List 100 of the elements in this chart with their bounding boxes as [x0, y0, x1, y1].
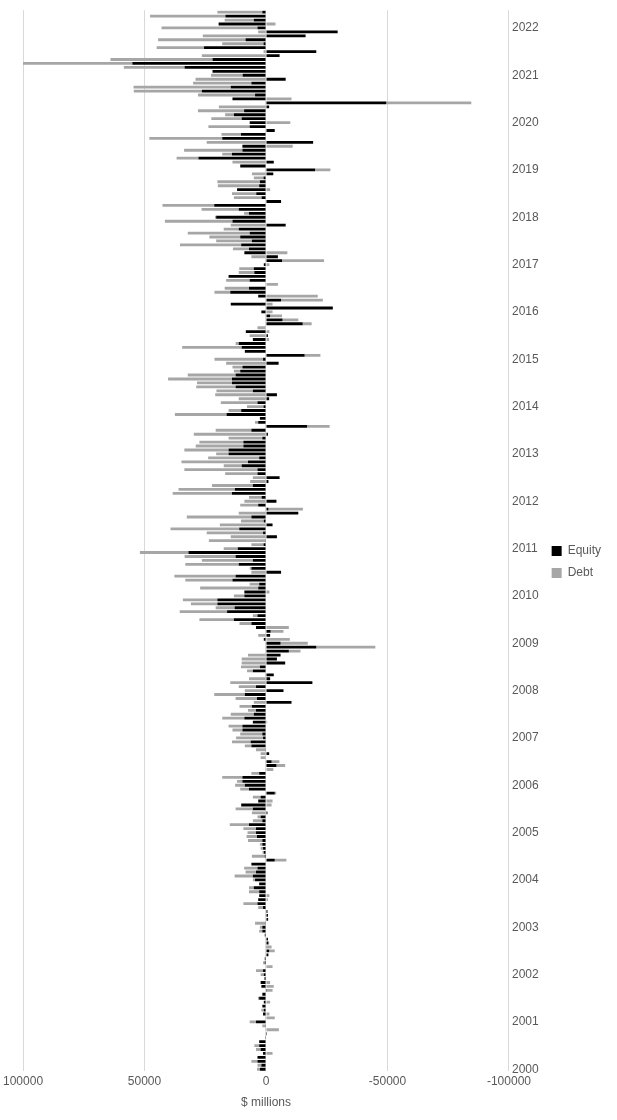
bar — [227, 610, 266, 614]
bar — [266, 393, 277, 397]
bar — [257, 1063, 262, 1067]
bar — [156, 46, 205, 50]
bar — [225, 14, 266, 18]
bar — [235, 385, 266, 389]
bar — [257, 902, 266, 905]
bar — [248, 495, 262, 499]
bar — [195, 77, 266, 81]
bar — [266, 424, 308, 428]
bar — [251, 255, 266, 259]
bar — [249, 125, 266, 128]
bar — [184, 148, 243, 152]
bar — [233, 618, 266, 622]
bar — [231, 491, 266, 495]
bar — [266, 322, 303, 326]
bar — [221, 133, 241, 136]
bar — [259, 996, 266, 1000]
bar — [266, 1000, 271, 1004]
x-tick-label: 0 — [262, 1073, 270, 1088]
bar — [239, 267, 254, 270]
bar — [262, 992, 266, 996]
y-tick-label: 2014 — [511, 398, 539, 413]
bar — [241, 464, 266, 468]
bar — [253, 886, 266, 890]
bar — [233, 113, 266, 117]
bar — [242, 775, 266, 779]
bar — [251, 771, 260, 775]
bar — [252, 819, 263, 823]
bar — [251, 862, 266, 866]
bar — [266, 223, 286, 227]
bar — [228, 275, 266, 278]
bar — [226, 413, 266, 416]
y-tick-label: 2008 — [511, 682, 539, 697]
bar — [266, 77, 286, 81]
y-tick-label: 2012 — [511, 493, 539, 508]
bar — [251, 854, 265, 858]
bar — [261, 1063, 266, 1067]
bar — [258, 633, 266, 637]
bar — [316, 645, 376, 649]
bar — [223, 547, 238, 551]
legend-label: Debt — [567, 565, 594, 580]
bar — [257, 326, 266, 330]
bar — [257, 472, 266, 476]
bar — [255, 420, 259, 424]
bar — [239, 704, 252, 708]
bar — [257, 1067, 260, 1071]
x-axis-title: $ millions — [240, 1095, 291, 1110]
bar — [245, 330, 266, 334]
bar — [251, 428, 266, 432]
bar — [241, 346, 266, 349]
bar — [266, 298, 282, 302]
y-tick-label: 2021 — [511, 67, 539, 82]
y-tick-label: 2017 — [511, 256, 539, 271]
bar — [266, 630, 271, 633]
bar — [215, 393, 266, 397]
bar — [176, 156, 199, 160]
bar — [266, 700, 292, 704]
y-tick-label: 2022 — [511, 20, 539, 35]
bar — [266, 791, 275, 795]
bar — [266, 140, 314, 144]
y-tick-label: 2019 — [511, 162, 539, 177]
bar — [217, 602, 266, 606]
y-tick-label: 2007 — [511, 730, 539, 745]
bar — [266, 144, 293, 148]
bar — [230, 681, 266, 685]
bar — [258, 906, 264, 909]
bar — [266, 570, 282, 574]
y-tick-label: 2013 — [511, 446, 539, 461]
x-tick-label: 50000 — [127, 1073, 162, 1088]
bar — [266, 633, 271, 637]
bar — [222, 136, 266, 140]
bar — [266, 259, 283, 263]
bar — [233, 196, 262, 199]
bar — [217, 184, 260, 188]
bar — [222, 775, 243, 779]
y-tick-label: 2009 — [511, 635, 539, 650]
bar — [256, 1048, 261, 1051]
bar — [237, 188, 266, 192]
bar — [255, 921, 266, 925]
bar — [234, 488, 266, 491]
bar — [386, 101, 472, 105]
bar — [266, 200, 282, 203]
bar — [276, 764, 286, 767]
bar — [243, 902, 258, 905]
bar — [208, 539, 266, 543]
bar — [214, 357, 264, 361]
bar — [266, 121, 291, 125]
bar — [274, 858, 287, 862]
bar — [257, 835, 266, 838]
bar — [238, 342, 266, 345]
bar — [259, 180, 266, 184]
y-tick-label: 2016 — [511, 304, 539, 319]
bar — [256, 969, 264, 973]
bar — [258, 420, 266, 424]
bar — [256, 748, 266, 752]
y-tick-label: 2002 — [511, 966, 539, 981]
bar — [253, 267, 266, 270]
bar — [266, 282, 278, 286]
bar — [282, 318, 299, 322]
